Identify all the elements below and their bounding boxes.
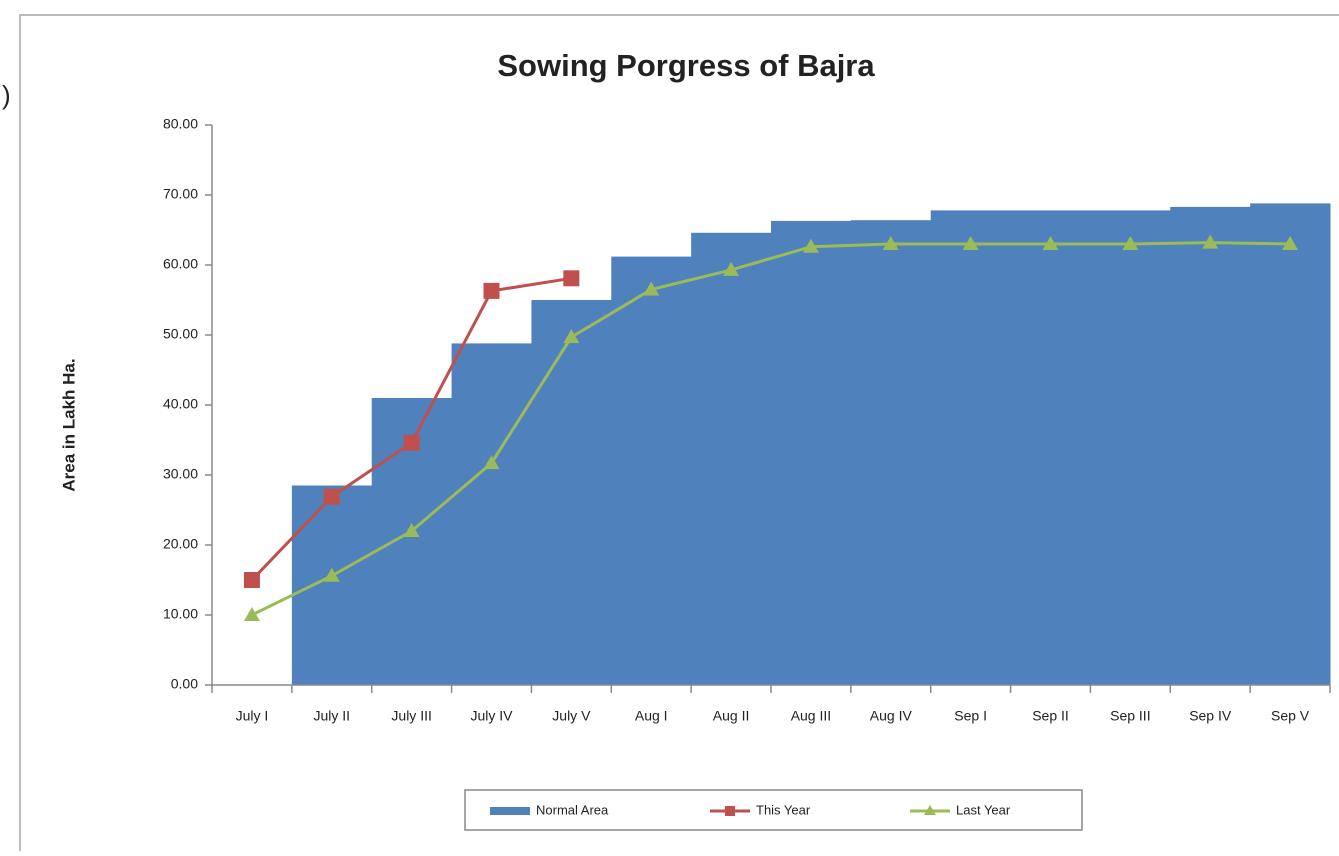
x-tick-label: Sep I xyxy=(954,708,987,724)
y-tick-label: 10.00 xyxy=(163,606,198,622)
line-marker xyxy=(1042,236,1059,250)
x-tick-label: July III xyxy=(391,708,431,724)
area-bar xyxy=(1090,210,1171,685)
legend-label: Last Year xyxy=(956,802,1011,817)
y-axis-label: Area in Lakh Ha. xyxy=(59,358,78,491)
y-tick-label: 80.00 xyxy=(163,116,198,132)
area-bar xyxy=(451,343,532,685)
x-tick-label: July I xyxy=(236,708,269,724)
line-marker xyxy=(483,455,500,470)
line-marker xyxy=(882,236,899,250)
line-marker xyxy=(483,282,500,299)
line-marker xyxy=(563,329,580,344)
x-tick-label: July II xyxy=(313,708,350,724)
chart-title: Sowing Porgress of Bajra xyxy=(497,48,875,83)
x-tick-label: Sep III xyxy=(1110,708,1150,724)
legend-label: Normal Area xyxy=(536,802,609,817)
y-tick-label: 70.00 xyxy=(163,186,198,202)
area-bar xyxy=(1010,210,1091,685)
x-tick-label: Sep V xyxy=(1271,708,1310,724)
line xyxy=(251,241,1291,617)
legend-box xyxy=(464,789,1083,831)
legend-swatch xyxy=(490,807,530,815)
area-bar xyxy=(291,485,373,685)
y-tick-label: 50.00 xyxy=(163,326,198,342)
x-tick-label: Sep II xyxy=(1032,708,1069,724)
y-tick-label: 60.00 xyxy=(163,256,198,272)
x-tick-label: Aug I xyxy=(635,708,668,724)
legend-label: This Year xyxy=(756,802,811,817)
line-marker xyxy=(563,270,580,287)
area-bar xyxy=(850,220,932,685)
line-marker xyxy=(403,434,420,451)
y-tick-label: 20.00 xyxy=(163,536,198,552)
line-marker xyxy=(1282,236,1299,250)
x-tick-label: Aug IV xyxy=(870,708,913,724)
line-marker xyxy=(403,523,420,537)
line-marker xyxy=(323,567,340,582)
line-marker xyxy=(723,261,740,276)
x-tick-label: Aug II xyxy=(713,708,750,724)
area-bar xyxy=(1170,206,1251,685)
line-marker xyxy=(1122,236,1139,250)
line-marker xyxy=(243,607,260,621)
y-tick-label: 30.00 xyxy=(163,466,198,482)
line-marker xyxy=(1202,234,1219,249)
line-marker xyxy=(962,236,979,250)
legend-marker xyxy=(924,805,936,815)
line-marker xyxy=(643,281,660,296)
legend-marker xyxy=(725,806,735,816)
line-marker xyxy=(243,572,260,588)
line-marker xyxy=(323,488,340,505)
x-tick-label: Aug III xyxy=(791,708,831,724)
area-bar xyxy=(611,256,692,685)
line-marker xyxy=(802,238,819,253)
area-bar xyxy=(771,220,852,685)
text-fragment: ) xyxy=(2,80,11,110)
area-bar xyxy=(691,232,772,686)
area-bar xyxy=(1250,203,1331,685)
x-tick-label: July IV xyxy=(470,708,513,724)
area-bar xyxy=(930,210,1012,685)
y-tick-label: 0.00 xyxy=(171,676,198,692)
y-tick-label: 40.00 xyxy=(163,396,198,412)
x-tick-label: July V xyxy=(552,708,591,724)
area-bar xyxy=(531,300,612,685)
x-tick-label: Sep IV xyxy=(1189,708,1232,724)
